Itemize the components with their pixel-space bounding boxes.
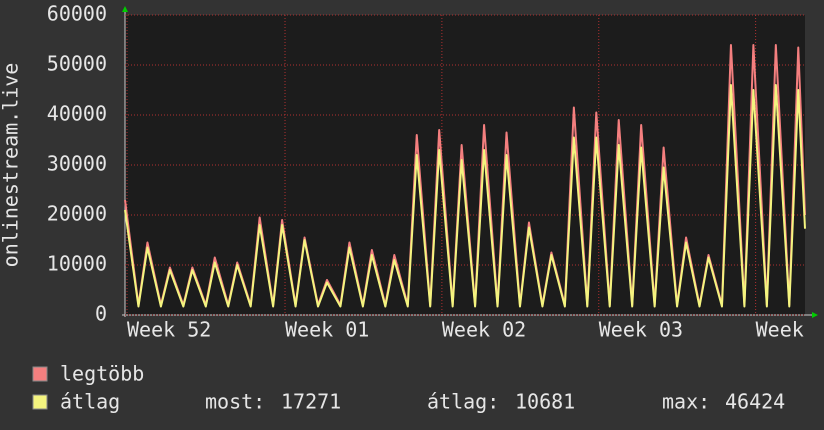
stat-value: 17271 bbox=[281, 390, 341, 414]
legend-swatch bbox=[32, 366, 48, 382]
x-tick-label: Week 02 bbox=[442, 318, 526, 342]
legend-label: átlag bbox=[60, 390, 120, 414]
y-tick-label: 10000 bbox=[47, 252, 107, 276]
x-tick-label: Week 01 bbox=[285, 318, 369, 342]
stat-value: 10681 bbox=[515, 390, 575, 414]
stat-value: 46424 bbox=[725, 390, 785, 414]
y-tick-label: 40000 bbox=[47, 102, 107, 126]
x-tick-label: Week 52 bbox=[127, 318, 211, 342]
x-tick-label: Week 03 bbox=[599, 318, 683, 342]
x-tick-label: Week bbox=[756, 318, 804, 342]
stat-label: max: bbox=[662, 390, 710, 414]
stat-label: most: bbox=[205, 390, 265, 414]
series-line bbox=[124, 84, 806, 308]
legend-label: legtöbb bbox=[60, 362, 144, 386]
y-axis-label: onlinestream.live bbox=[0, 63, 23, 268]
x-axis-arrow bbox=[812, 312, 818, 318]
stat-label: átlag: bbox=[427, 390, 499, 414]
y-tick-label: 0 bbox=[95, 302, 107, 326]
y-axis-arrow bbox=[122, 6, 128, 12]
y-tick-label: 60000 bbox=[47, 2, 107, 26]
y-tick-label: 20000 bbox=[47, 202, 107, 226]
legend-swatch bbox=[32, 394, 48, 410]
y-tick-label: 30000 bbox=[47, 152, 107, 176]
y-tick-label: 50000 bbox=[47, 52, 107, 76]
